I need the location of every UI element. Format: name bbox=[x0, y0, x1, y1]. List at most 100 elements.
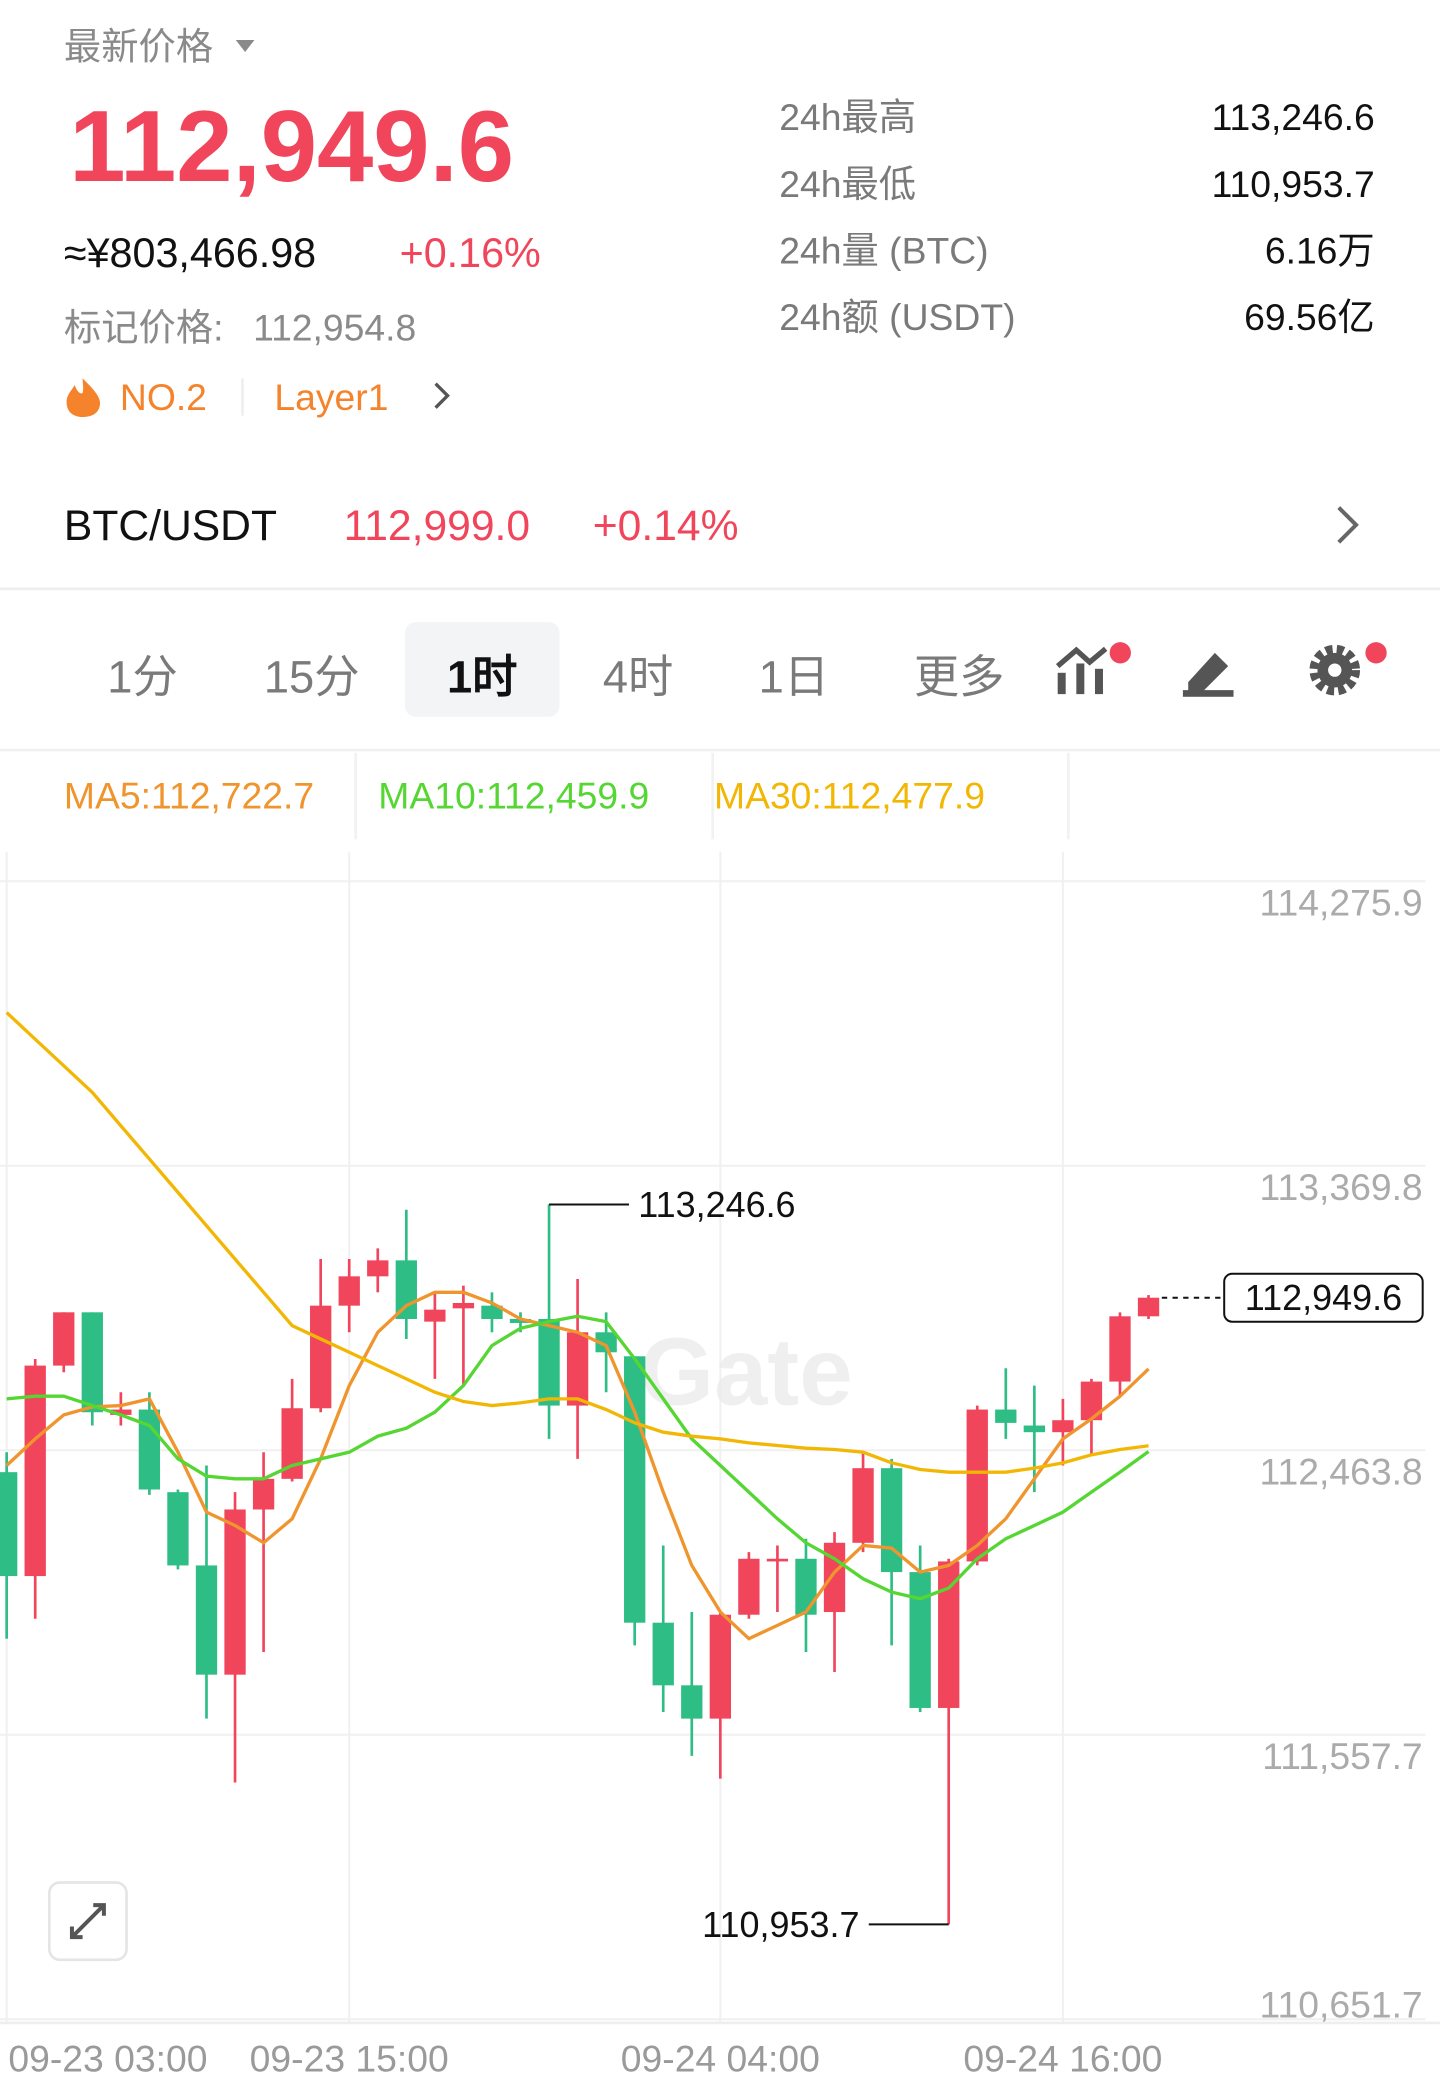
candle-body bbox=[595, 1332, 617, 1353]
tab[interactable]: 更多 bbox=[914, 651, 1005, 702]
x-tick-label: 09-24 16:00 bbox=[963, 2037, 1162, 2079]
candle-body bbox=[652, 1622, 674, 1686]
candle-body bbox=[252, 1478, 275, 1510]
icon-pencil bbox=[1188, 652, 1229, 693]
dropdown-arrow[interactable] bbox=[235, 39, 255, 52]
icon-dot bbox=[1365, 642, 1387, 664]
price-label[interactable]: 最新价格 bbox=[64, 26, 213, 68]
candle-body bbox=[966, 1409, 988, 1562]
y-tick-label: 111,557.7 bbox=[1262, 1735, 1422, 1777]
x-tick-label: 09-23 03:00 bbox=[8, 2037, 207, 2079]
pair-change: +0.14% bbox=[593, 502, 739, 550]
y-tick-label: 110,651.7 bbox=[1260, 1983, 1423, 2025]
candle-body bbox=[338, 1276, 360, 1306]
legend-entry: MA30:112,477.9 bbox=[714, 774, 985, 816]
candle-body bbox=[852, 1468, 874, 1543]
legend-entry: MA10:112,459.9 bbox=[378, 774, 649, 816]
icon-gear bbox=[1309, 644, 1361, 696]
candle-body bbox=[1137, 1297, 1160, 1317]
candle-body bbox=[24, 1365, 46, 1577]
candle-body bbox=[167, 1492, 189, 1566]
draw-icon[interactable] bbox=[1182, 652, 1234, 697]
tab[interactable]: 1分 bbox=[107, 651, 177, 702]
tab[interactable]: 1时 bbox=[447, 651, 517, 702]
candle-body bbox=[1109, 1316, 1131, 1382]
stat-label: 24h最高 bbox=[779, 96, 916, 138]
candle-body bbox=[538, 1318, 560, 1406]
candle-body bbox=[681, 1685, 703, 1719]
stats: 24h最高 113,246.6 24h最低 110,953.7 24h量 (BTC) 6.… bbox=[779, 96, 1374, 338]
watermark: Gate bbox=[639, 1319, 852, 1426]
y-tick-label: 114,275.9 bbox=[1260, 882, 1423, 924]
stat-label: 24h最低 bbox=[779, 163, 916, 205]
stat-value: 69.56亿 bbox=[1244, 296, 1375, 338]
tabs: 1分 15分 1时 4时 1日 更多 bbox=[107, 622, 1004, 717]
stat-label: 24h量 (BTC) bbox=[779, 229, 988, 271]
expand-button[interactable] bbox=[47, 1881, 128, 1962]
stat-value: 6.16万 bbox=[1265, 229, 1375, 271]
candle-body bbox=[823, 1542, 846, 1613]
candle-body bbox=[424, 1309, 446, 1322]
pair-symbol[interactable]: BTC/USDT bbox=[64, 502, 277, 550]
ma-line bbox=[6, 1314, 1150, 1601]
pair-price: 112,999.0 bbox=[344, 502, 530, 550]
low-label: 110,953.7 bbox=[702, 1904, 859, 1945]
x-tick-label: 09-23 15:00 bbox=[250, 2037, 449, 2079]
candle-body bbox=[452, 1302, 475, 1309]
icon-bar bbox=[1076, 663, 1085, 695]
fire-icon bbox=[66, 378, 101, 418]
candle-body bbox=[909, 1572, 931, 1708]
icon-base bbox=[1182, 690, 1234, 697]
icon-bar bbox=[1094, 668, 1103, 695]
candle-body bbox=[1080, 1381, 1103, 1421]
expand-arrow bbox=[69, 1903, 106, 1940]
icon-gear-hole bbox=[1328, 663, 1342, 677]
pair-chevron[interactable] bbox=[1337, 506, 1359, 544]
mark-price: 112,954.8 bbox=[253, 307, 416, 349]
candle-body bbox=[195, 1565, 218, 1675]
tab[interactable]: 15分 bbox=[264, 651, 360, 702]
ma-line bbox=[5, 1290, 1150, 1641]
chart: MA5:112,722.7 MA10:112,459.9 MA30:112,477.… bbox=[0, 752, 1440, 2079]
candle-body bbox=[367, 1260, 389, 1277]
y-tick-label: 112,463.8 bbox=[1260, 1451, 1423, 1493]
tab[interactable]: 1日 bbox=[759, 651, 829, 702]
sector-chevron[interactable] bbox=[434, 382, 450, 409]
candle-body bbox=[795, 1558, 817, 1615]
icon-line bbox=[1055, 646, 1108, 669]
candle-body bbox=[566, 1332, 589, 1406]
candle-body bbox=[281, 1408, 303, 1479]
last-price-box bbox=[1223, 1272, 1424, 1323]
cny-price: ≈¥803,466.98 bbox=[64, 230, 316, 276]
candle-body bbox=[81, 1312, 103, 1413]
indicator-icon[interactable] bbox=[1055, 642, 1131, 695]
last-price-label: 112,949.6 bbox=[1245, 1277, 1402, 1318]
icon-bar bbox=[1057, 672, 1066, 695]
stat-label: 24h额 (USDT) bbox=[779, 296, 1015, 338]
tab-selected-bg bbox=[404, 622, 560, 717]
candle-body bbox=[1052, 1420, 1074, 1433]
candle-body bbox=[110, 1409, 132, 1415]
stat-value: 113,246.6 bbox=[1212, 96, 1375, 138]
y-tick-label: 113,369.8 bbox=[1260, 1166, 1423, 1208]
tab[interactable]: 4时 bbox=[603, 651, 673, 702]
candle-body bbox=[766, 1558, 789, 1562]
candle-body bbox=[509, 1318, 532, 1323]
sector-tag[interactable]: Layer1 bbox=[274, 376, 388, 418]
rank-tag[interactable]: NO.2 bbox=[120, 376, 207, 418]
legend-entry: MA5:112,722.7 bbox=[64, 774, 314, 816]
candle-body bbox=[995, 1409, 1017, 1423]
candle-body bbox=[310, 1305, 332, 1409]
x-tick-label: 09-24 04:00 bbox=[621, 2037, 820, 2079]
ma-line bbox=[5, 1011, 1149, 1474]
last-price: 112,949.6 bbox=[69, 90, 514, 203]
stat-value: 110,953.7 bbox=[1212, 163, 1375, 205]
change: +0.16% bbox=[400, 230, 541, 276]
candle-body bbox=[709, 1614, 731, 1719]
candle-body bbox=[938, 1561, 960, 1708]
candle-body bbox=[1023, 1425, 1046, 1433]
icon-dot bbox=[1109, 642, 1131, 664]
candle-body bbox=[0, 1472, 18, 1577]
settings-icon[interactable] bbox=[1309, 642, 1387, 696]
